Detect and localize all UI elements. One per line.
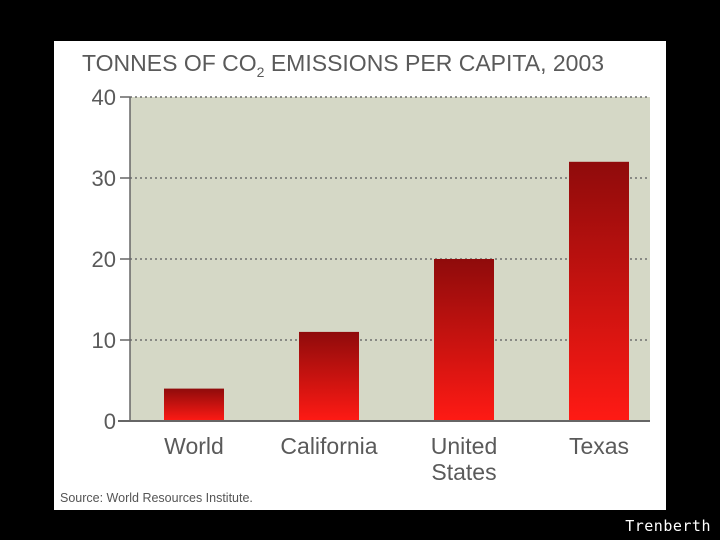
chart-title-part-2: EMISSIONS PER CAPITA, 2003 (264, 50, 604, 76)
bars (164, 161, 629, 422)
y-tick-label: 0 (104, 409, 116, 434)
chart-card: TONNES OF CO2 EMISSIONS PER CAPITA, 2003… (54, 41, 666, 510)
co2-bar-chart: TONNES OF CO2 EMISSIONS PER CAPITA, 2003… (60, 50, 650, 505)
bar (299, 331, 359, 421)
y-tick-label: 40 (92, 85, 116, 110)
bar (164, 388, 224, 421)
x-tick-label: Texas (569, 433, 629, 459)
y-tick-label: 20 (92, 247, 116, 272)
bar (569, 161, 629, 422)
chart-title-subscript: 2 (257, 64, 265, 80)
y-tick-label: 10 (92, 328, 116, 353)
y-axis-ticks: 0 10 20 30 40 (92, 85, 130, 434)
bar (434, 259, 494, 421)
source-note: Source: World Resources Institute. (60, 491, 253, 505)
x-tick-label: States (431, 459, 496, 485)
credit-text: Trenberth (625, 517, 711, 535)
gridlines (130, 96, 650, 341)
x-tick-label: United (431, 433, 497, 459)
chart-title-part-1: TONNES OF CO (82, 50, 257, 76)
chart-title: TONNES OF CO2 EMISSIONS PER CAPITA, 2003 (82, 50, 604, 80)
x-tick-label: California (280, 433, 377, 459)
x-tick-label: World (164, 433, 224, 459)
y-tick-label: 30 (92, 166, 116, 191)
